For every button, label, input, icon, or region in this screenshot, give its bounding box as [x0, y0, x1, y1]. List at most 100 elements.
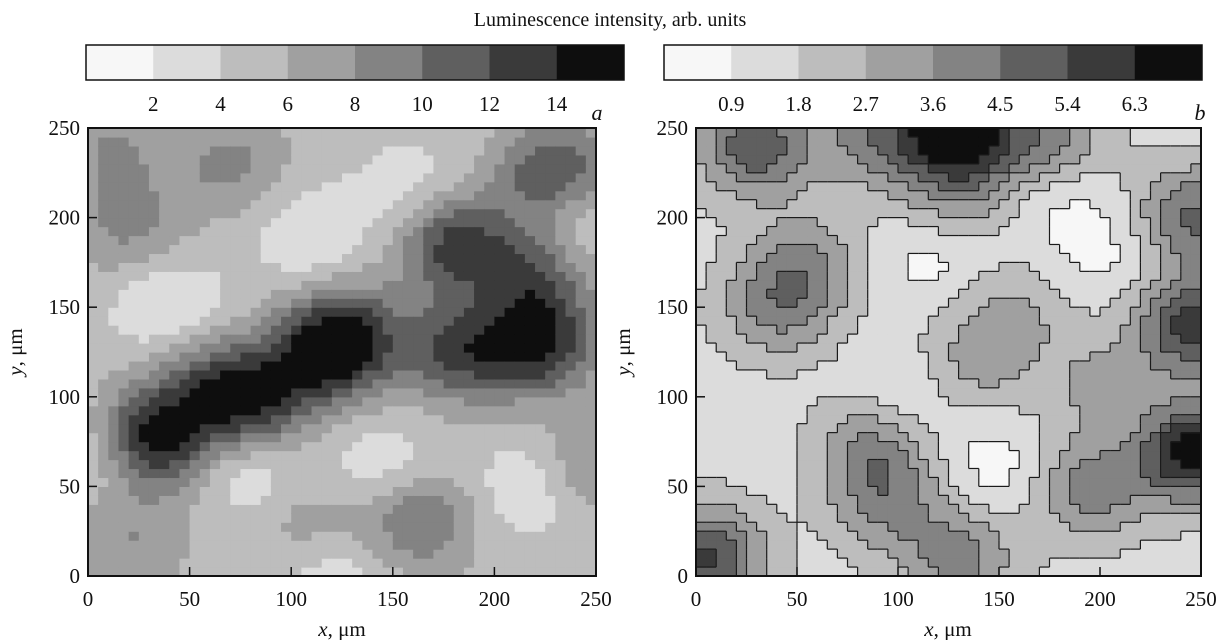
heatmap-cell	[138, 343, 150, 353]
heatmap-cell	[281, 423, 292, 434]
heatmap-cell	[474, 352, 485, 362]
heatmap-cell	[372, 504, 384, 514]
heatmap-cell	[402, 280, 414, 290]
heatmap-cell	[413, 405, 424, 416]
heatmap-cell	[555, 369, 567, 380]
heatmap-cell	[342, 307, 353, 317]
heatmap-cell	[1100, 495, 1111, 505]
heatmap-cell	[837, 522, 849, 532]
heatmap-cell	[807, 235, 818, 246]
heatmap-cell	[968, 136, 980, 147]
heatmap-cell	[423, 441, 435, 452]
heatmap-cell	[524, 441, 536, 452]
heatmap-cell	[362, 128, 374, 138]
heatmap-cell	[1140, 369, 1152, 380]
heatmap-cell	[988, 163, 1000, 174]
heatmap-cell	[1120, 154, 1131, 165]
heatmap-cell	[1039, 163, 1051, 174]
heatmap-cell	[220, 307, 231, 317]
heatmap-cell	[342, 360, 353, 371]
heatmap-cell	[1009, 414, 1020, 425]
heatmap-cell	[413, 181, 424, 192]
heatmap-cell	[514, 405, 526, 416]
heatmap-cell	[128, 244, 140, 255]
heatmap-cell	[958, 504, 970, 514]
heatmap-cell	[321, 154, 333, 165]
heatmap-cell	[301, 262, 313, 272]
heatmap-cell	[958, 217, 970, 228]
heatmap-cell	[514, 262, 526, 272]
heatmap-cell	[726, 423, 737, 434]
heatmap-cell	[179, 226, 191, 237]
heatmap-cell	[958, 513, 970, 523]
heatmap-cell	[189, 540, 201, 550]
heatmap-cell	[575, 567, 587, 577]
heatmap-cell	[837, 253, 849, 263]
heatmap-cell	[786, 540, 798, 550]
heatmap-cell	[978, 190, 990, 201]
heatmap-cell	[514, 459, 526, 470]
heatmap-cell	[736, 352, 748, 362]
heatmap-cell	[1150, 549, 1162, 559]
heatmap-cell	[716, 316, 727, 326]
heatmap-cell	[402, 217, 414, 228]
heatmap-cell	[372, 558, 384, 568]
heatmap-cell	[321, 128, 333, 138]
heatmap-cell	[736, 468, 748, 479]
heatmap-cell	[514, 289, 526, 299]
heatmap-cell	[1110, 154, 1121, 165]
heatmap-cell	[128, 172, 140, 183]
heatmap-cell	[524, 352, 536, 362]
heatmap-cell	[726, 486, 737, 496]
heatmap-cell	[1160, 128, 1172, 138]
heatmap-cell	[1130, 298, 1141, 308]
heatmap-cell	[524, 289, 536, 299]
heatmap-cell	[413, 163, 424, 174]
heatmap-cell	[756, 405, 768, 416]
heatmap-cell	[1069, 486, 1081, 496]
heatmap-cell	[746, 414, 758, 425]
heatmap-cell	[474, 334, 485, 344]
heatmap-cell	[311, 414, 323, 425]
heatmap-cell	[382, 325, 394, 335]
heatmap-cell	[938, 181, 950, 192]
heatmap-cell	[1130, 360, 1141, 371]
heatmap-cell	[321, 513, 333, 523]
heatmap-cell	[362, 405, 374, 416]
heatmap-cell	[342, 199, 353, 210]
heatmap-cell	[108, 334, 120, 344]
heatmap-cell	[756, 414, 768, 425]
heatmap-cell	[291, 441, 302, 452]
heatmap-cell	[1069, 262, 1081, 272]
heatmap-cell	[978, 208, 990, 219]
heatmap-cell	[108, 154, 120, 165]
heatmap-cell	[736, 495, 748, 505]
heatmap-cell	[402, 262, 414, 272]
heatmap-cell	[301, 217, 313, 228]
heatmap-cell	[565, 558, 577, 568]
heatmap-cell	[696, 253, 707, 263]
heatmap-cell	[392, 235, 404, 246]
heatmap-cell	[413, 226, 424, 237]
heatmap-cell	[807, 522, 818, 532]
heatmap-cell	[189, 128, 201, 138]
heatmap-cell	[898, 378, 909, 389]
heatmap-cell	[545, 226, 556, 237]
heatmap-cell	[199, 531, 211, 541]
heatmap-cell	[565, 468, 577, 479]
heatmap-cell	[423, 567, 435, 577]
heatmap-cell	[877, 531, 889, 541]
heatmap-cell	[736, 459, 748, 470]
heatmap-cell	[443, 549, 455, 559]
heatmap-cell	[331, 423, 343, 434]
heatmap-cell	[1120, 190, 1131, 201]
heatmap-cell	[867, 352, 879, 362]
heatmap-cell	[999, 145, 1010, 156]
heatmap-cell	[756, 423, 768, 434]
heatmap-cell	[696, 414, 707, 425]
heatmap-cell	[159, 253, 170, 263]
heatmap-cell	[545, 378, 556, 389]
heatmap-cell	[565, 513, 577, 523]
heatmap-cell	[1100, 136, 1111, 147]
heatmap-cell	[756, 199, 768, 210]
